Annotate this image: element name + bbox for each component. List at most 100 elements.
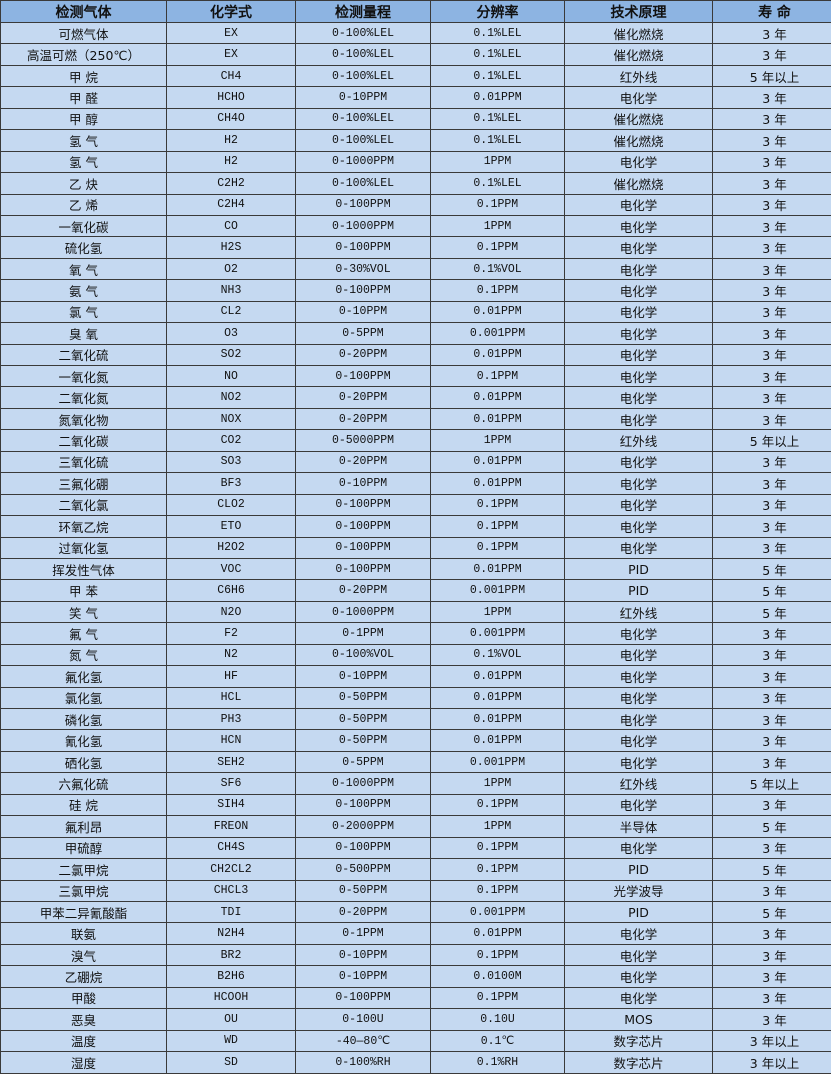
cell-resolution: 0.001PPM: [430, 579, 565, 602]
cell-formula: SEH2: [166, 750, 296, 774]
cell-principle: 电化学: [564, 86, 713, 109]
cell-gas: 一氧化碳: [0, 214, 167, 238]
table-row: 氟 气 F2 0-1PPM 0.001PPM 电化学 3 年: [0, 622, 831, 645]
cell-formula: NO: [166, 364, 296, 388]
cell-range: 0-20PPM: [295, 450, 431, 474]
cell-formula: HCHO: [166, 86, 296, 109]
cell-gas: 硫化氢: [0, 236, 167, 259]
table-row: 二氧化氮 NO2 0-20PPM 0.01PPM 电化学 3 年: [0, 386, 831, 409]
cell-principle: 催化燃烧: [564, 21, 713, 45]
cell-principle: 电化学: [564, 515, 713, 538]
table-row: 氟化氢 HF 0-10PPM 0.01PPM 电化学 3 年: [0, 665, 831, 688]
cell-formula: H2: [166, 150, 296, 174]
cell-formula: O3: [166, 322, 296, 345]
cell-range: 0-100PPM: [295, 364, 431, 388]
table-row: 氰化氢 HCN 0-50PPM 0.01PPM 电化学 3 年: [0, 729, 831, 752]
cell-gas: 六氟化硫: [0, 772, 167, 795]
cell-principle: 电化学: [564, 643, 713, 667]
cell-principle: 电化学: [564, 986, 713, 1010]
cell-range: 0-30%VOL: [295, 257, 431, 281]
table-row: 溴气 BR2 0-10PPM 0.1PPM 电化学 3 年: [0, 943, 831, 967]
cell-formula: C6H6: [166, 579, 296, 602]
cell-lifetime: 3 年: [712, 172, 831, 195]
cell-principle: 电化学: [564, 150, 713, 174]
cell-formula: CHCL3: [166, 879, 296, 902]
cell-principle: 电化学: [564, 300, 713, 324]
cell-range: 0-20PPM: [295, 579, 431, 602]
table-row: 二氧化氯 CLO2 0-100PPM 0.1PPM 电化学 3 年: [0, 493, 831, 517]
cell-principle: 电化学: [564, 472, 713, 495]
cell-resolution: 0.1PPM: [430, 836, 565, 860]
cell-principle: 电化学: [564, 922, 713, 945]
cell-resolution: 0.1PPM: [430, 364, 565, 388]
cell-resolution: 0.01PPM: [430, 450, 565, 474]
cell-lifetime: 3 年: [712, 386, 831, 409]
cell-resolution: 0.1PPM: [430, 536, 565, 559]
cell-principle: 电化学: [564, 729, 713, 752]
table-row: 过氧化氢 H2O2 0-100PPM 0.1PPM 电化学 3 年: [0, 536, 831, 559]
cell-range: 0-20PPM: [295, 407, 431, 431]
cell-resolution: 0.1PPM: [430, 193, 565, 216]
cell-formula: NOX: [166, 407, 296, 431]
table-row: 氢 气 H2 0-1000PPM 1PPM 电化学 3 年: [0, 150, 831, 174]
cell-principle: 电化学: [564, 236, 713, 259]
cell-formula: PH3: [166, 707, 296, 731]
table-row: 氮 气 N2 0-100%VOL 0.1%VOL 电化学 3 年: [0, 643, 831, 667]
cell-lifetime: 3 年: [712, 793, 831, 817]
cell-principle: 电化学: [564, 536, 713, 559]
table-row: 氢 气 H2 0-100%LEL 0.1%LEL 催化燃烧 3 年: [0, 129, 831, 152]
cell-range: 0-5000PPM: [295, 429, 431, 452]
cell-lifetime: 3 年: [712, 622, 831, 645]
cell-range: 0-10PPM: [295, 300, 431, 324]
cell-lifetime: 3 年: [712, 21, 831, 45]
cell-formula: F2: [166, 622, 296, 645]
table-row: 硅 烷 SIH4 0-100PPM 0.1PPM 电化学 3 年: [0, 793, 831, 817]
cell-lifetime: 3 年以上: [712, 1029, 831, 1053]
table-row: 湿度 SD 0-100%RH 0.1%RH 数字芯片 3 年以上: [0, 1051, 831, 1074]
cell-formula: VOC: [166, 557, 296, 581]
cell-lifetime: 3 年: [712, 86, 831, 109]
cell-resolution: 0.1%LEL: [430, 43, 565, 66]
table-row: 联氨 N2H4 0-1PPM 0.01PPM 电化学 3 年: [0, 922, 831, 945]
cell-formula: CLO2: [166, 493, 296, 517]
cell-formula: CO2: [166, 429, 296, 452]
cell-range: 0-10PPM: [295, 665, 431, 688]
header-formula: 化学式: [166, 0, 296, 23]
cell-lifetime: 3 年: [712, 493, 831, 517]
cell-resolution: 0.1PPM: [430, 858, 565, 881]
table-row: 六氟化硫 SF6 0-1000PPM 1PPM 红外线 5 年以上: [0, 772, 831, 795]
cell-gas: 甲苯二异氰酸酯: [0, 900, 167, 924]
cell-formula: H2O2: [166, 536, 296, 559]
cell-formula: O2: [166, 257, 296, 281]
cell-range: 0-100%LEL: [295, 21, 431, 45]
cell-formula: SD: [166, 1051, 296, 1074]
cell-range: 0-100%LEL: [295, 43, 431, 66]
cell-gas: 氟 气: [0, 622, 167, 645]
cell-lifetime: 3 年: [712, 364, 831, 388]
cell-principle: 电化学: [564, 450, 713, 474]
cell-gas: 可燃气体: [0, 21, 167, 45]
cell-lifetime: 3 年: [712, 750, 831, 774]
cell-resolution: 0.01PPM: [430, 386, 565, 409]
table-row: 氯 气 CL2 0-10PPM 0.01PPM 电化学 3 年: [0, 300, 831, 324]
cell-formula: SO2: [166, 343, 296, 367]
cell-gas: 溴气: [0, 943, 167, 967]
table-row: 恶臭 OU 0-100U 0.10U MOS 3 年: [0, 1008, 831, 1031]
cell-resolution: 1PPM: [430, 772, 565, 795]
cell-gas: 二氧化碳: [0, 429, 167, 452]
cell-lifetime: 3 年: [712, 965, 831, 988]
cell-gas: 乙 烯: [0, 193, 167, 216]
cell-formula: CH4O: [166, 107, 296, 131]
cell-lifetime: 3 年: [712, 43, 831, 66]
cell-principle: 光学波导: [564, 879, 713, 902]
cell-principle: 电化学: [564, 943, 713, 967]
cell-resolution: 0.1PPM: [430, 879, 565, 902]
cell-lifetime: 3 年: [712, 236, 831, 259]
cell-formula: BR2: [166, 943, 296, 967]
header-lifetime: 寿 命: [712, 0, 831, 23]
cell-resolution: 0.01PPM: [430, 707, 565, 731]
cell-principle: MOS: [564, 1008, 713, 1031]
cell-lifetime: 3 年: [712, 322, 831, 345]
cell-principle: 电化学: [564, 322, 713, 345]
table-row: 硫化氢 H2S 0-100PPM 0.1PPM 电化学 3 年: [0, 236, 831, 259]
